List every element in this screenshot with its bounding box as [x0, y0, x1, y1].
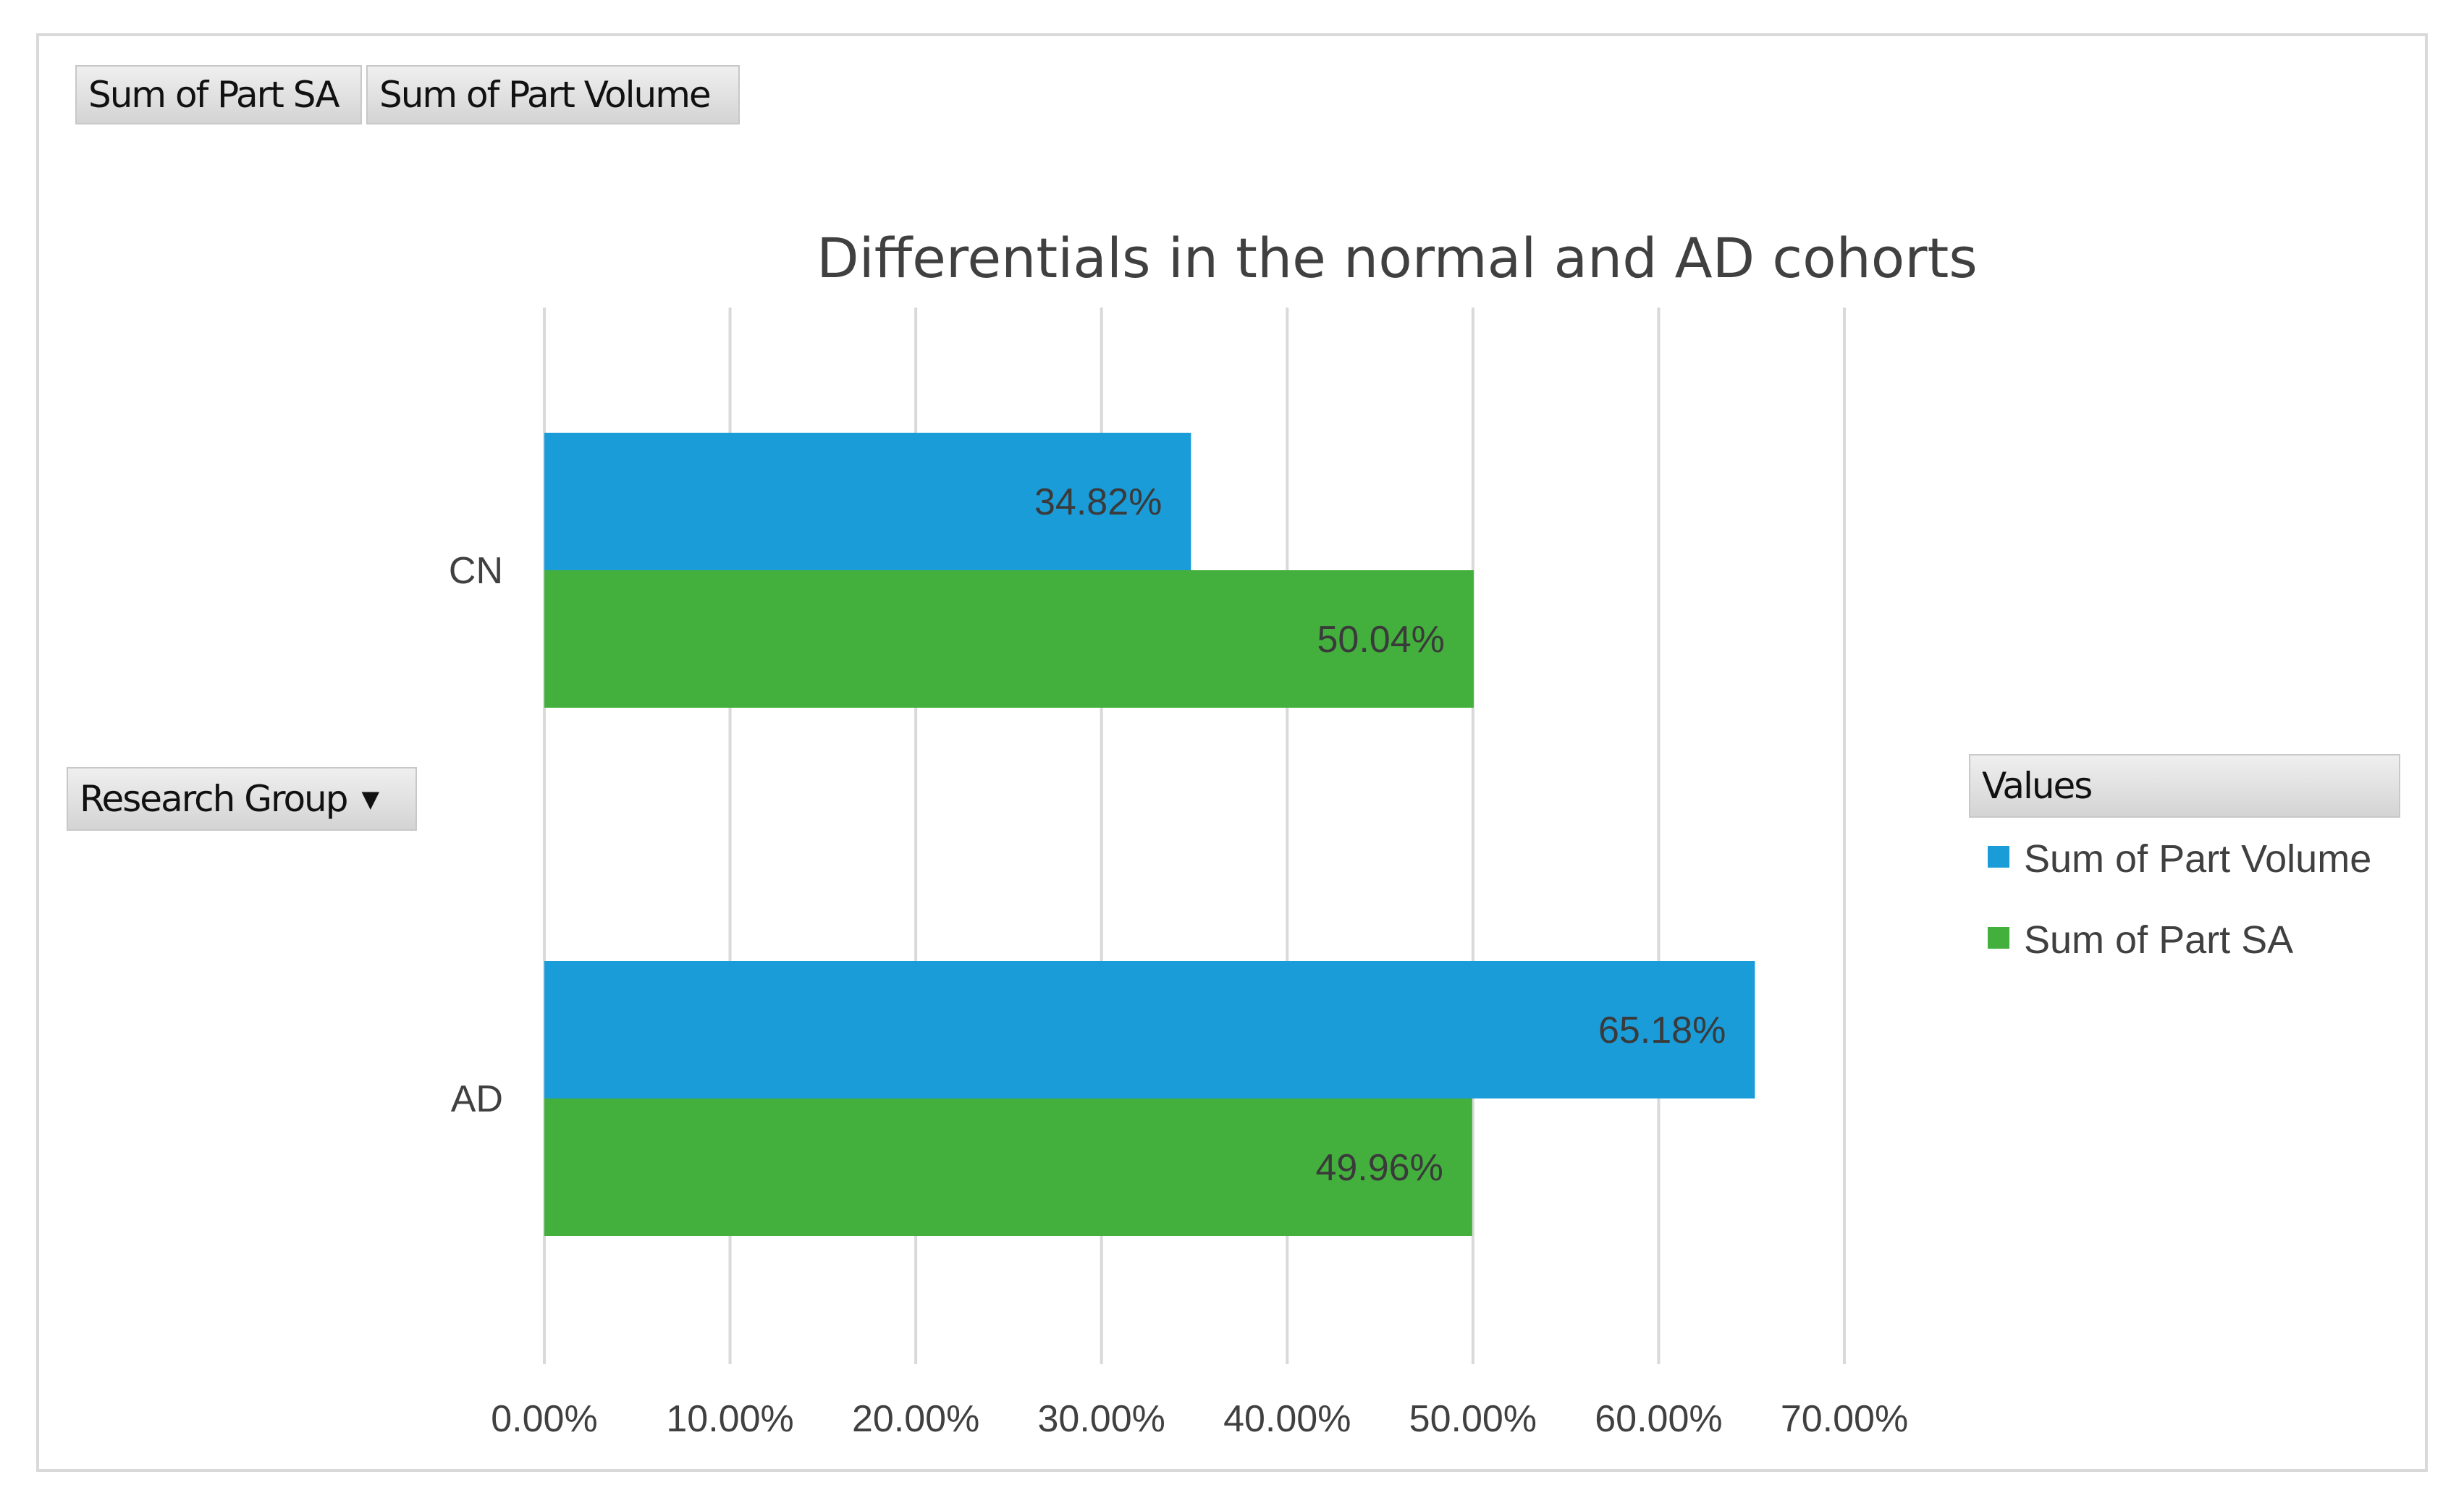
dropdown-arrow-icon: ▼: [361, 785, 380, 813]
chart-title: Differentials in the normal and AD cohor…: [817, 226, 1978, 290]
data-label: 49.96%: [1315, 1147, 1443, 1189]
sum-of-part-sa-field-button[interactable]: Sum of Part SA: [75, 65, 362, 124]
research-group-label: Research Group: [80, 778, 348, 820]
x-tick-label: 50.00%: [1409, 1398, 1537, 1440]
data-label: 34.82%: [1034, 481, 1162, 523]
sum-of-part-sa-field-label: Sum of Part SA: [88, 74, 340, 116]
bar-ad-volume[interactable]: [544, 961, 1755, 1098]
values-field-button[interactable]: Values: [1969, 754, 2400, 818]
category-label-cn: CN: [449, 550, 503, 592]
bar-cn-sa[interactable]: [544, 570, 1474, 708]
data-label: 65.18%: [1598, 1009, 1726, 1051]
x-tick-label: 0.00%: [491, 1398, 597, 1440]
x-tick-label: 10.00%: [666, 1398, 793, 1440]
sum-of-part-volume-field-button[interactable]: Sum of Part Volume: [366, 65, 740, 124]
x-tick-label: 70.00%: [1781, 1398, 1908, 1440]
data-label: 50.04%: [1317, 619, 1445, 661]
category-label-ad: AD: [451, 1078, 503, 1120]
sum-of-part-volume-field-label: Sum of Part Volume: [379, 74, 712, 116]
x-tick-label: 20.00%: [852, 1398, 979, 1440]
x-tick-label: 60.00%: [1595, 1398, 1722, 1440]
bar-ad-sa[interactable]: [544, 1098, 1472, 1236]
legend-swatch-sa: [1988, 927, 2009, 949]
legend-swatch-volume: [1988, 846, 2009, 868]
values-field-label: Values: [1982, 765, 2093, 807]
research-group-filter-button[interactable]: Research Group ▼: [67, 767, 417, 831]
x-tick-label: 30.00%: [1038, 1398, 1165, 1440]
legend-label-sa[interactable]: Sum of Part SA: [2024, 918, 2293, 962]
legend-label-volume[interactable]: Sum of Part Volume: [2024, 837, 2371, 881]
bar-cn-volume[interactable]: [544, 433, 1191, 570]
x-tick-label: 40.00%: [1223, 1398, 1351, 1440]
